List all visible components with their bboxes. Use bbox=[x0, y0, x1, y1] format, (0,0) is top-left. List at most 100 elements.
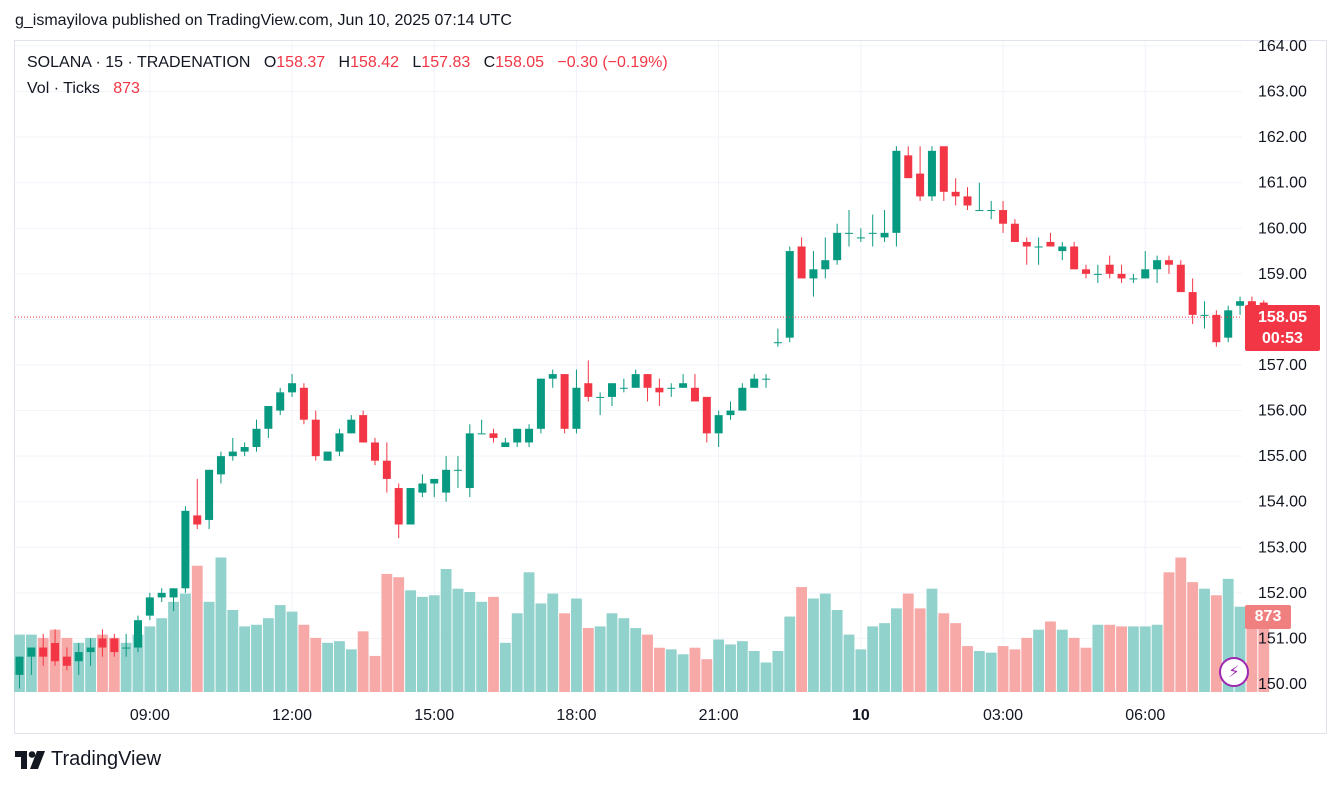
candle-body bbox=[205, 469, 214, 520]
candle-body bbox=[1105, 264, 1114, 274]
candle-body bbox=[276, 392, 285, 411]
symbol-label[interactable]: SOLANA · 15 · TRADENATION bbox=[27, 54, 251, 71]
price-axis: 150.00 151.00 152.00 153.00 154.00 155.00 156.… bbox=[1258, 38, 1307, 693]
candle-body bbox=[525, 428, 534, 443]
candle-body bbox=[299, 387, 308, 420]
volume-bar bbox=[393, 577, 405, 692]
volume-bar bbox=[1033, 629, 1045, 692]
volume-bar bbox=[1009, 649, 1021, 692]
volume-bar bbox=[902, 593, 914, 692]
candle-body bbox=[845, 232, 853, 234]
volume-bar bbox=[262, 618, 274, 692]
volume-bar bbox=[1139, 626, 1151, 692]
volume-bar bbox=[168, 601, 179, 692]
candle-body bbox=[904, 155, 913, 179]
volume-bar bbox=[298, 624, 310, 692]
time-tick-label: 06:00 bbox=[1125, 707, 1165, 724]
volume-bar bbox=[653, 647, 665, 692]
candle-body bbox=[631, 374, 640, 388]
price-tick-label: 162.00 bbox=[1258, 129, 1307, 146]
volume-bar bbox=[405, 590, 416, 692]
volume-bar bbox=[227, 610, 239, 692]
volume-bar bbox=[108, 637, 120, 692]
candle-body bbox=[216, 456, 225, 475]
candle-body bbox=[1093, 273, 1102, 275]
volume-bar bbox=[369, 655, 381, 692]
volume-label[interactable]: Vol · Ticks bbox=[27, 80, 100, 97]
volume-bar bbox=[559, 613, 571, 692]
candle-body bbox=[181, 510, 190, 589]
candle-body bbox=[927, 150, 936, 197]
volume-bar bbox=[867, 626, 879, 692]
candle-body bbox=[1034, 246, 1043, 248]
last-price-value: 158.05 bbox=[1258, 309, 1307, 326]
price-tick-label: 150.00 bbox=[1258, 676, 1307, 693]
volume-bar bbox=[97, 634, 108, 692]
candle-body bbox=[868, 232, 877, 234]
volume-bar bbox=[499, 642, 511, 692]
candle-body bbox=[1164, 260, 1173, 265]
candle-body bbox=[1010, 223, 1019, 242]
candle-body bbox=[608, 383, 616, 397]
candle-body bbox=[619, 387, 628, 389]
last-price-badge: 158.05 00:53 bbox=[1245, 305, 1320, 351]
tradingview-logo-icon bbox=[15, 750, 45, 769]
time-tick-label: 03:00 bbox=[983, 707, 1023, 724]
volume-bar bbox=[239, 626, 251, 692]
volume-bar bbox=[1116, 626, 1127, 692]
volume-bar bbox=[950, 623, 962, 692]
volume-bar bbox=[938, 613, 950, 692]
candle-body bbox=[999, 210, 1008, 224]
candle-body bbox=[98, 638, 107, 648]
candle-body bbox=[169, 588, 178, 598]
volume-bars bbox=[14, 557, 1270, 692]
candle-body bbox=[62, 656, 71, 666]
candle-body bbox=[963, 196, 972, 206]
tradingview-logo[interactable]: TradingView bbox=[15, 748, 161, 771]
price-tick-label: 161.00 bbox=[1258, 175, 1307, 192]
time-tick-label: 10 bbox=[852, 707, 870, 724]
candle-body bbox=[821, 260, 830, 270]
volume-bar bbox=[488, 596, 499, 692]
volume-bar bbox=[914, 608, 926, 692]
candle-body bbox=[430, 478, 439, 484]
candle-body bbox=[228, 451, 237, 457]
volume-bar bbox=[428, 595, 440, 692]
chart-frame[interactable] bbox=[14, 40, 1327, 734]
volume-bar bbox=[310, 637, 322, 692]
candle-body bbox=[892, 150, 901, 233]
volume-bar bbox=[997, 646, 1009, 692]
close-value: 158.05 bbox=[495, 54, 545, 71]
volume-bar bbox=[926, 588, 938, 692]
volume-bar bbox=[713, 639, 725, 692]
candle-body bbox=[655, 387, 664, 393]
candle-body bbox=[1141, 269, 1150, 279]
candle-body bbox=[453, 469, 462, 471]
time-tick-label: 15:00 bbox=[414, 707, 454, 724]
volume-bar bbox=[962, 646, 973, 692]
candle-body bbox=[311, 419, 320, 457]
volume-bar bbox=[1222, 578, 1234, 692]
low-label: L bbox=[412, 54, 422, 71]
volume-bar bbox=[1175, 557, 1187, 692]
ohlc-legend[interactable]: SOLANA · 15 · TRADENATION O158.37 H158.4… bbox=[27, 54, 668, 72]
candle-body bbox=[1070, 246, 1079, 270]
volume-bar bbox=[215, 557, 227, 692]
volume-bar bbox=[1104, 624, 1116, 692]
low-value: 157.83 bbox=[421, 54, 471, 71]
volume-bar bbox=[1258, 621, 1270, 692]
publisher-caption: g_ismayilova published on TradingView.co… bbox=[15, 12, 512, 29]
volume-bar bbox=[1210, 595, 1222, 692]
time-tick-label: 09:00 bbox=[130, 707, 170, 724]
volume-legend[interactable]: Vol · Ticks 873 bbox=[27, 80, 140, 98]
candle-body bbox=[833, 232, 842, 261]
candle-body bbox=[773, 342, 782, 344]
candle-body bbox=[572, 387, 581, 429]
candle-body bbox=[1236, 301, 1245, 306]
candle-body bbox=[347, 419, 356, 434]
lightning-icon[interactable]: ⚡ bbox=[1219, 657, 1249, 687]
price-tick-label: 160.00 bbox=[1258, 220, 1307, 237]
volume-bar bbox=[179, 593, 191, 692]
volume-bar bbox=[132, 634, 144, 692]
